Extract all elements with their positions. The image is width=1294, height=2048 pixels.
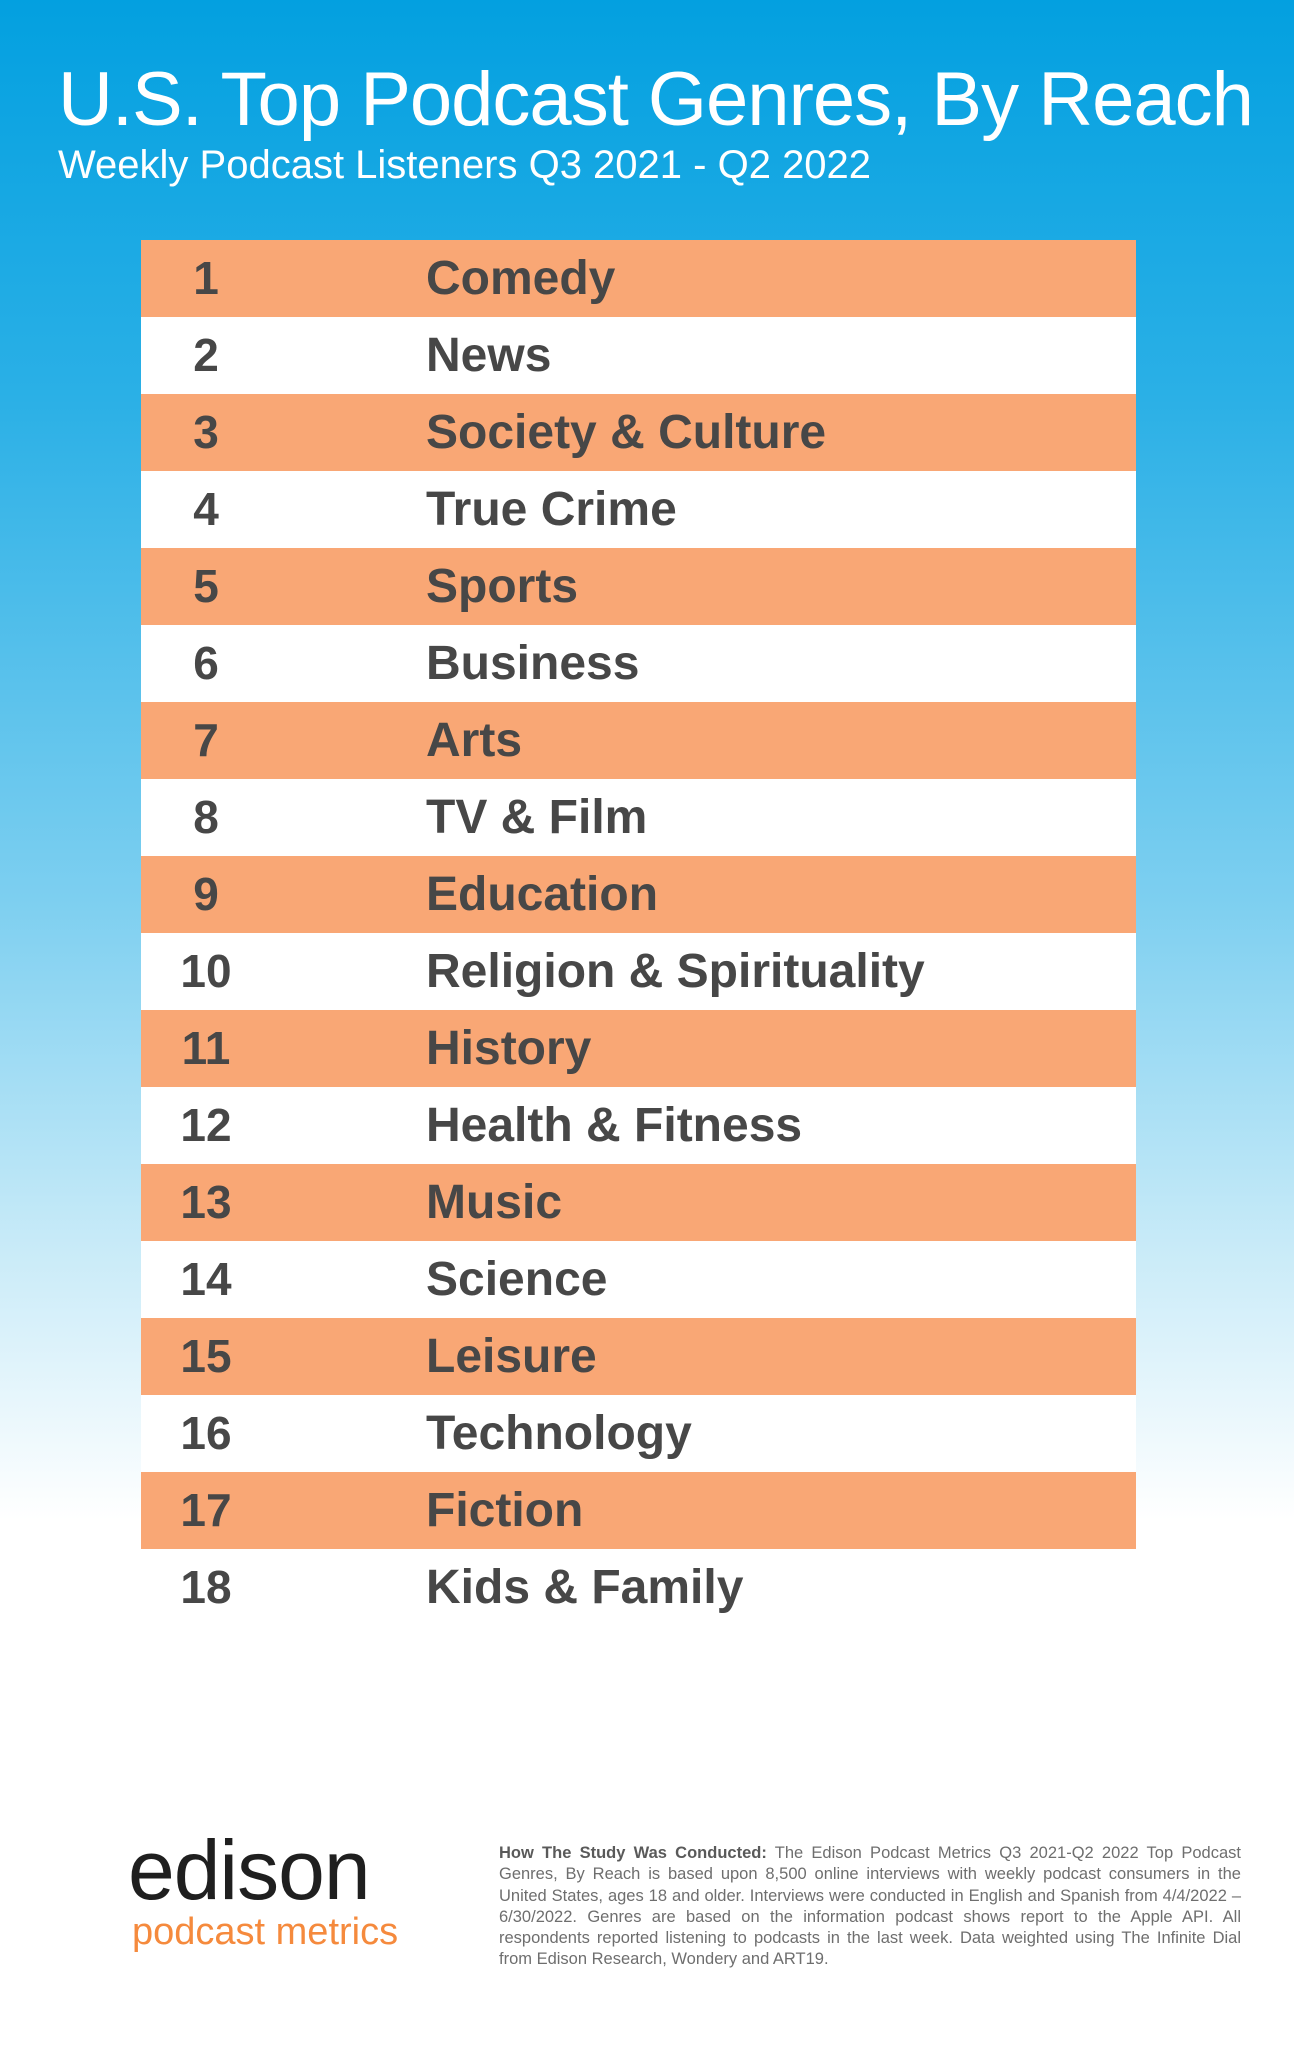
rank-number: 9	[193, 868, 219, 920]
rank-number: 14	[180, 1253, 232, 1305]
genre-name: Science	[426, 1253, 608, 1306]
rank-number: 1	[193, 252, 219, 304]
table-row: 16 Technology	[141, 1395, 1136, 1472]
genre-name: Education	[426, 868, 659, 921]
logo-subtitle: podcast metrics	[132, 1911, 399, 1953]
methodology-label: How The Study Was Conducted:	[499, 1844, 767, 1862]
rank-number: 16	[180, 1407, 232, 1459]
table-row: 2 News	[141, 317, 1136, 394]
table-row: 15 Leisure	[141, 1318, 1136, 1395]
rank-number: 6	[193, 637, 219, 689]
table-row: 17 Fiction	[141, 1472, 1136, 1549]
rank-number: 11	[181, 1022, 231, 1074]
genre-name: News	[426, 329, 552, 382]
rank-number: 2	[193, 329, 219, 381]
table-row: 13 Music	[141, 1164, 1136, 1241]
genre-name: Arts	[426, 714, 523, 767]
genre-name: History	[426, 1022, 592, 1075]
table-row: 4 True Crime	[141, 471, 1136, 548]
rank-number: 13	[180, 1176, 232, 1228]
genre-name: Business	[426, 637, 640, 690]
rank-number: 7	[193, 714, 219, 766]
genre-name: Technology	[426, 1407, 692, 1460]
genre-name: TV & Film	[426, 791, 648, 844]
genre-name: Religion & Spirituality	[426, 945, 925, 998]
rank-number: 8	[193, 791, 219, 843]
rank-number: 5	[193, 560, 219, 612]
logo-brand: edison	[128, 1823, 371, 1917]
rank-number: 12	[180, 1099, 232, 1151]
genre-name: True Crime	[426, 483, 677, 536]
genre-name: Health & Fitness	[426, 1099, 803, 1152]
rank-number: 17	[180, 1484, 232, 1536]
table-row: 10 Religion & Spirituality	[141, 933, 1136, 1010]
table-row: 5 Sports	[141, 548, 1136, 625]
methodology-text: The Edison Podcast Metrics Q3 2021-Q2 20…	[499, 1844, 1241, 1969]
genre-name: Fiction	[426, 1484, 584, 1537]
rank-number: 10	[180, 945, 232, 997]
table-row: 9 Education	[141, 856, 1136, 933]
genre-ranking-table: 1 Comedy 2 News 3 Society & Culture 4 True Crim…	[141, 240, 1136, 1626]
genre-name: Music	[426, 1176, 563, 1229]
rank-number: 4	[193, 483, 219, 535]
genre-name: Comedy	[426, 252, 616, 305]
rank-number: 3	[193, 406, 219, 458]
page-title: U.S. Top Podcast Genres, By Reach	[58, 57, 1254, 142]
table-row: 3 Society & Culture	[141, 394, 1136, 471]
table-row: 14 Science	[141, 1241, 1136, 1318]
table-row: 6 Business	[141, 625, 1136, 702]
table-row: 12 Health & Fitness	[141, 1087, 1136, 1164]
page-subtitle: Weekly Podcast Listeners Q3 2021 - Q2 20…	[58, 143, 872, 187]
rank-number: 15	[180, 1330, 232, 1382]
rank-number: 18	[180, 1561, 232, 1613]
edison-logo: edison podcast metrics	[128, 1828, 398, 1952]
genre-name: Leisure	[426, 1330, 597, 1383]
genre-name: Sports	[426, 560, 579, 613]
methodology-note: How The Study Was Conducted: The Edison …	[499, 1843, 1241, 1971]
table-row: 8 TV & Film	[141, 779, 1136, 856]
table-row: 7 Arts	[141, 702, 1136, 779]
genre-name: Society & Culture	[426, 406, 827, 459]
table-row: 1 Comedy	[141, 240, 1136, 317]
genre-name: Kids & Family	[426, 1561, 744, 1614]
table-row: 11 History	[141, 1010, 1136, 1087]
table-row: 18 Kids & Family	[141, 1549, 1136, 1626]
